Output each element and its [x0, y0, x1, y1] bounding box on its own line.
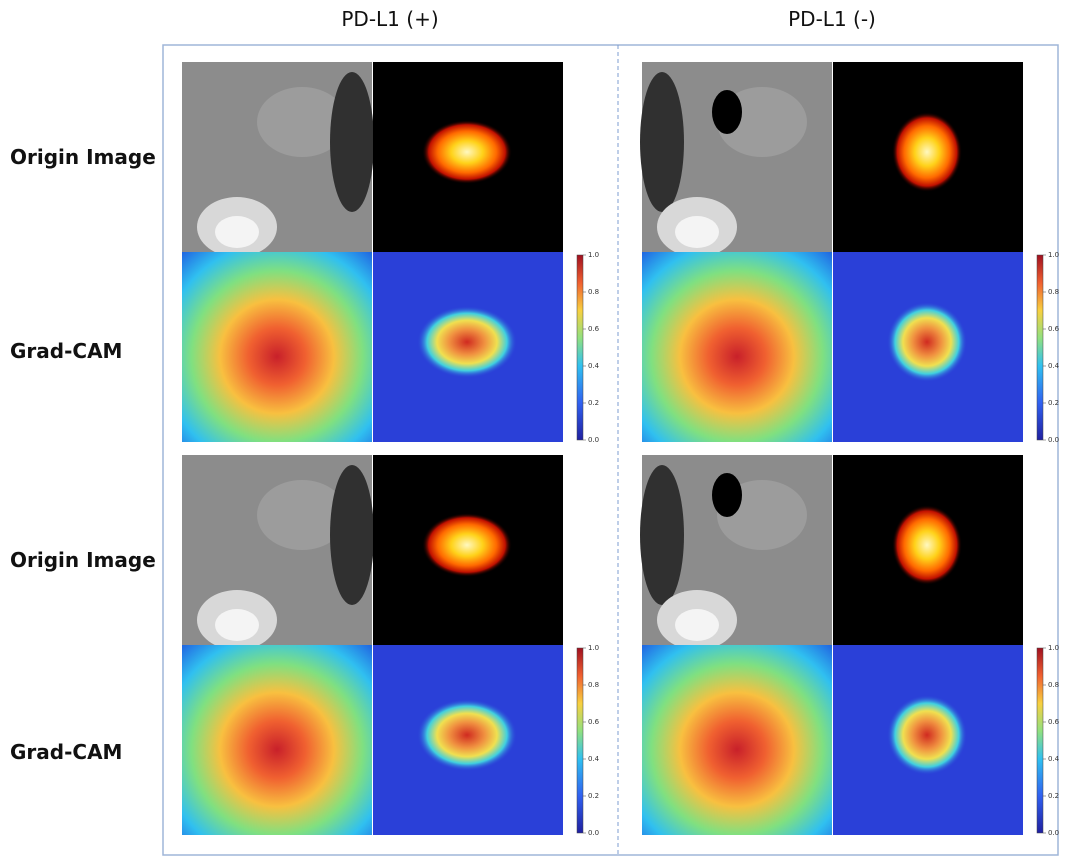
colorbar-tick-label: 1.0	[588, 251, 599, 259]
colorbar-tick-label: 0.8	[588, 288, 599, 296]
row-label: Origin Image	[10, 145, 156, 169]
colorbar-tick-label: 0.8	[588, 681, 599, 689]
ct-structure	[257, 87, 347, 157]
gradcam-hotspot	[887, 302, 967, 382]
colorbar	[1036, 647, 1044, 834]
column-header: PD-L1 (-)	[788, 7, 876, 31]
colorbar	[576, 254, 584, 441]
ct-airway	[712, 473, 742, 517]
colorbar-tick-label: 0.4	[588, 755, 600, 763]
pet-uptake	[892, 505, 962, 585]
ct-bone-core	[675, 216, 719, 248]
ct-structure	[257, 480, 347, 550]
pet-uptake	[422, 120, 512, 184]
colorbar-tick-label: 0.2	[588, 399, 599, 407]
ct-bone-core	[215, 216, 259, 248]
colorbar-tick-label: 0.0	[588, 829, 599, 837]
colorbar-tick-label: 0.8	[1048, 681, 1059, 689]
pet-uptake	[422, 513, 512, 577]
colorbar-tick-label: 0.0	[1048, 436, 1059, 444]
row-label: Origin Image	[10, 548, 156, 572]
gradcam-ct	[182, 645, 372, 835]
colorbar-tick-label: 0.6	[588, 718, 600, 726]
colorbar-tick-label: 0.8	[1048, 288, 1059, 296]
ct-airway	[712, 90, 742, 134]
row-label: Grad-CAM	[10, 339, 122, 363]
pet-uptake	[892, 112, 962, 192]
colorbar-tick-label: 0.2	[588, 792, 599, 800]
colorbar-tick-label: 1.0	[1048, 251, 1059, 259]
colorbar-tick-label: 1.0	[588, 644, 599, 652]
colorbar-tick-label: 0.6	[588, 325, 600, 333]
ct-lung	[330, 72, 374, 212]
colorbar-tick-label: 0.4	[1048, 362, 1060, 370]
gradcam-ct	[182, 252, 372, 442]
colorbar-tick-label: 0.2	[1048, 792, 1059, 800]
ct-lung	[330, 465, 374, 605]
column-header: PD-L1 (+)	[341, 7, 438, 31]
ct-lung	[640, 72, 684, 212]
ct-bone-core	[675, 609, 719, 641]
colorbar-tick-label: 0.0	[1048, 829, 1059, 837]
colorbar	[576, 647, 584, 834]
gradcam-ct	[642, 645, 832, 835]
colorbar-tick-label: 1.0	[1048, 644, 1059, 652]
colorbar-tick-label: 0.4	[588, 362, 600, 370]
colorbar-tick-label: 0.6	[1048, 718, 1060, 726]
colorbar-tick-label: 0.6	[1048, 325, 1060, 333]
ct-bone-core	[215, 609, 259, 641]
colorbar-tick-label: 0.0	[588, 436, 599, 444]
frame	[162, 44, 1059, 856]
gradcam-hotspot	[417, 306, 517, 378]
ct-lung	[640, 465, 684, 605]
gradcam-hotspot	[887, 695, 967, 775]
row-label: Grad-CAM	[10, 740, 122, 764]
colorbar-tick-label: 0.4	[1048, 755, 1060, 763]
gradcam-ct	[642, 252, 832, 442]
gradcam-hotspot	[417, 699, 517, 771]
colorbar-tick-label: 0.2	[1048, 399, 1059, 407]
colorbar	[1036, 254, 1044, 441]
